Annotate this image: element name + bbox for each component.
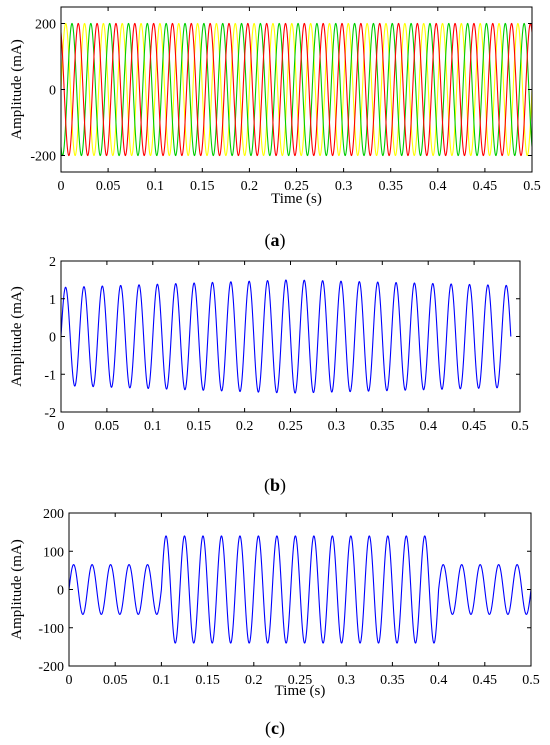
x-tick-label: 0.45 — [473, 673, 498, 688]
x-tick-label: 0.2 — [236, 419, 254, 434]
plot-area — [61, 22, 532, 157]
x-axis-label: Time (s) — [275, 683, 326, 699]
chart-panel-c: 0 0.05 0.1 0.15 0.2 0.25 0.3 0.35 0.4 0.45 0.5 -200… — [9, 507, 540, 739]
y-tick-label: -200 — [38, 660, 64, 675]
x-tick-label: 0.25 — [284, 179, 309, 194]
y-tick-label: 1 — [49, 293, 56, 308]
series-line-1 — [61, 22, 532, 157]
x-tick-label: 0 — [58, 419, 65, 434]
x-tick-label: 0.4 — [430, 673, 448, 688]
x-tick-label: 0.35 — [380, 673, 405, 688]
x-tick-label: 0.3 — [335, 179, 353, 194]
x-tick-label: 0.15 — [190, 179, 215, 194]
chart-panel-a: 0 0.05 0.1 0.15 0.2 0.25 0.3 0.35 0.4 0.45 0.5 -200… — [9, 6, 541, 251]
x-tick-label: 0 — [58, 179, 65, 194]
x-tick-label: 0.2 — [245, 673, 263, 688]
y-tick-label: 200 — [35, 18, 56, 33]
x-tick-label: 0.35 — [370, 419, 395, 434]
panel-caption: (a) — [265, 230, 286, 251]
y-tick-label: -1 — [44, 368, 56, 383]
series-line-2 — [61, 22, 532, 157]
x-tick-label: 0.05 — [96, 179, 121, 194]
x-tick-label: 0.3 — [328, 419, 346, 434]
x-tick-label: 0.1 — [153, 673, 171, 688]
series-line-3 — [61, 22, 532, 157]
series-line-1 — [69, 535, 531, 644]
y-tick-label: -2 — [44, 406, 56, 421]
series-line-1 — [61, 279, 512, 394]
x-tick-label: 0.3 — [337, 673, 355, 688]
x-tick-label: 0.05 — [103, 673, 128, 688]
x-tick-label: 0.15 — [195, 673, 220, 688]
y-axis-label: Amplitude (mA) — [9, 286, 25, 386]
x-tick-label: 0.5 — [523, 179, 541, 194]
x-tick-label: 0.35 — [378, 179, 403, 194]
plot-area — [69, 535, 531, 644]
panel-caption: (c) — [265, 718, 285, 739]
y-tick-label: 100 — [43, 545, 64, 560]
y-tick-label: 0 — [49, 84, 56, 99]
x-tick-label: 0.1 — [146, 179, 164, 194]
x-tick-label: 0 — [66, 673, 73, 688]
x-tick-label: 0.5 — [511, 419, 529, 434]
y-axis-label: Amplitude (mA) — [9, 539, 25, 639]
x-tick-label: 0.4 — [429, 179, 447, 194]
x-tick-label: 0.1 — [144, 419, 162, 434]
y-tick-label: 0 — [49, 331, 56, 346]
panel-caption: (b) — [264, 475, 286, 496]
x-tick-label: 0.45 — [462, 419, 487, 434]
plot-area — [61, 279, 512, 394]
x-tick-label: 0.05 — [95, 419, 120, 434]
x-tick-label: 0.5 — [522, 673, 540, 688]
x-tick-label: 0.25 — [278, 419, 303, 434]
y-tick-label: -200 — [30, 150, 56, 165]
x-tick-label: 0.2 — [241, 179, 259, 194]
y-axis-label: Amplitude (mA) — [9, 39, 25, 139]
y-tick-label: 2 — [49, 255, 56, 270]
x-tick-label: 0.15 — [186, 419, 211, 434]
x-tick-label: 0.25 — [288, 673, 313, 688]
chart-panel-b: 0 0.05 0.1 0.15 0.2 0.25 0.3 0.35 0.4 0.45 0.5 -2 -1… — [9, 255, 529, 496]
y-tick-label: 200 — [43, 507, 64, 522]
x-tick-label: 0.45 — [473, 179, 498, 194]
x-tick-label: 0.4 — [419, 419, 437, 434]
y-tick-label: -100 — [38, 622, 64, 637]
y-tick-label: 0 — [57, 584, 64, 599]
x-axis-label: Time (s) — [271, 191, 322, 207]
